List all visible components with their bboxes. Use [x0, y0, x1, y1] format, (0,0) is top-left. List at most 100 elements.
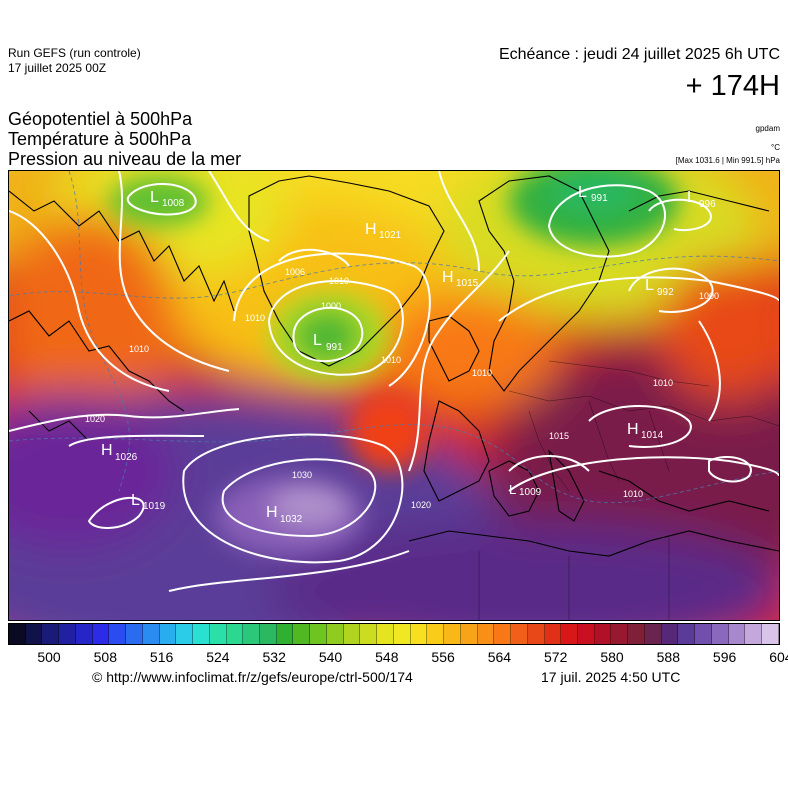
colorbar-swatch: [661, 624, 679, 644]
colorbar: [8, 623, 780, 645]
colorbar-tick-label: 540: [318, 649, 343, 665]
pressure-center: H 1014: [627, 421, 664, 441]
colorbar-swatch: [193, 624, 210, 644]
center-letter: L: [687, 189, 696, 206]
colorbar-swatch: [226, 624, 244, 644]
center-value: 991: [326, 342, 343, 353]
valid-time: Echéance : jeudi 24 juillet 2025 6h UTC: [498, 46, 780, 63]
colorbar-tick-label: 548: [375, 649, 399, 665]
colorbar-swatch: [159, 624, 177, 644]
unit-pressure-range: [Max 1031.6 | Min 991.5] hPa: [675, 156, 780, 165]
pressure-center: L 1008: [150, 189, 185, 209]
colorbar-swatch: [360, 624, 378, 644]
colorbar-swatch: [310, 624, 327, 644]
colorbar-swatch: [293, 624, 311, 644]
center-letter: H: [266, 504, 278, 521]
borders: [478, 360, 779, 620]
map-svg: L 1008 H 1021 L 991 H 1015 L 991 L 996: [9, 171, 779, 620]
isobar-label: 1000: [699, 291, 719, 301]
unit-temperature: °C: [771, 143, 780, 152]
isobar-label: 1020: [411, 500, 431, 510]
center-letter: L: [313, 332, 322, 349]
colorbar-tick-label: 524: [206, 649, 230, 665]
colorbar-tick-label: 508: [93, 649, 117, 665]
center-value: 1015: [456, 278, 479, 289]
colorbar-swatch: [393, 624, 411, 644]
colorbar-swatch: [326, 624, 344, 644]
pressure-center: L 1019: [131, 492, 166, 512]
colorbar-swatch: [678, 624, 696, 644]
center-value: 992: [657, 287, 674, 298]
unit-geopotential: gpdam: [755, 124, 780, 133]
geopotential-field-detail: [109, 171, 679, 556]
colorbar-swatch: [42, 624, 60, 644]
colorbar-swatch: [728, 624, 746, 644]
colorbar-tick-label: 556: [431, 649, 455, 665]
colorbar-swatch: [377, 624, 394, 644]
run-title: Run GEFS (run controle): [8, 46, 141, 60]
center-letter: H: [442, 269, 454, 286]
isobar-label: 1010: [472, 368, 492, 378]
colorbar-tick-label: 532: [262, 649, 286, 665]
colorbar-swatch: [544, 624, 562, 644]
isobar-label: 1010: [129, 344, 149, 354]
isobar-label: 1010: [245, 313, 265, 323]
pressure-center: H 1032: [266, 504, 303, 525]
pressure-center: H 1021: [365, 221, 402, 241]
pressure-center: L 1009: [509, 482, 542, 498]
colorbar-swatch: [762, 624, 779, 644]
colorbar-swatch: [594, 624, 612, 644]
pressure-center: H 1026: [101, 442, 138, 463]
param-geopotential: Géopotentiel à 500hPa: [8, 109, 193, 129]
center-value: 1021: [379, 230, 402, 241]
colorbar-swatch: [92, 624, 110, 644]
colorbar-swatch: [561, 624, 578, 644]
colorbar-swatch: [260, 624, 277, 644]
lead-time: + 174H: [685, 70, 780, 102]
colorbar-tick-label: 596: [712, 649, 737, 665]
isobar-label: 1000: [321, 301, 341, 311]
run-date: 17 juillet 2025 00Z: [8, 61, 107, 75]
param-pressure: Pression au niveau de la mer: [8, 149, 242, 169]
center-letter: H: [365, 221, 377, 238]
colorbar-tick-label: 604: [769, 649, 788, 665]
center-letter: L: [150, 189, 159, 206]
center-letter: L: [578, 184, 587, 201]
center-letter: H: [627, 421, 639, 438]
colorbar-swatch: [176, 624, 194, 644]
footer-url: © http://www.infoclimat.fr/z/gefs/europe…: [92, 669, 413, 685]
isobar-label: 1030: [292, 470, 312, 480]
colorbar-swatch: [9, 624, 26, 644]
isobar-labels: 1006 1010 1000 1010 1010 1020 1030 1020 …: [85, 267, 719, 510]
center-value: 1009: [519, 487, 542, 498]
colorbar-swatch: [711, 624, 729, 644]
pressure-center: L 991: [578, 184, 608, 204]
colorbar-swatch: [695, 624, 712, 644]
colorbar-swatch: [410, 624, 428, 644]
colorbar-swatch: [644, 624, 662, 644]
colorbar-swatch: [59, 624, 76, 644]
param-temperature: Température à 500hPa: [8, 129, 192, 149]
colorbar-swatch: [577, 624, 595, 644]
colorbar-swatch: [126, 624, 143, 644]
center-value: 1008: [162, 198, 185, 209]
colorbar-tick-label: 588: [656, 649, 680, 665]
colorbar-tick-label: 500: [37, 649, 61, 665]
colorbar-swatch: [460, 624, 478, 644]
coastlines: [9, 175, 779, 557]
isobar-label: 1010: [329, 276, 349, 286]
center-value: 996: [699, 199, 716, 210]
center-letter: L: [131, 492, 140, 509]
colorbar-swatch: [745, 624, 763, 644]
colorbar-swatch: [527, 624, 545, 644]
pressure-center: L 991: [313, 332, 343, 353]
pressure-centers: L 1008 H 1021 L 991 H 1015 L 991 L 996: [101, 184, 716, 525]
center-value: 1026: [115, 452, 138, 463]
colorbar-tick-label: 516: [149, 649, 174, 665]
isobar-label: 1006: [285, 267, 305, 277]
colorbar-tick-label: 572: [544, 649, 568, 665]
colorbar-swatch: [25, 624, 43, 644]
weather-map: L 1008 H 1021 L 991 H 1015 L 991 L 996: [8, 170, 780, 621]
colorbar-swatch: [209, 624, 227, 644]
center-letter: L: [645, 277, 654, 294]
